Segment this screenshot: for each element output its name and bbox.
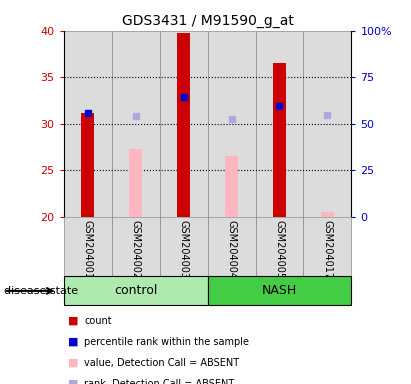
- Bar: [208, 217, 256, 276]
- Bar: [64, 31, 112, 217]
- Text: disease state: disease state: [4, 286, 78, 296]
- Bar: [321, 212, 334, 217]
- Bar: [256, 31, 303, 217]
- Bar: [112, 217, 159, 276]
- Text: GSM204001: GSM204001: [83, 220, 92, 279]
- Bar: [208, 276, 351, 305]
- Bar: [81, 113, 95, 217]
- Bar: [64, 276, 208, 305]
- Text: ■: ■: [68, 358, 79, 368]
- Text: value, Detection Call = ABSENT: value, Detection Call = ABSENT: [84, 358, 239, 368]
- Bar: [256, 217, 303, 276]
- Text: ■: ■: [68, 337, 79, 347]
- Bar: [112, 31, 159, 217]
- Text: rank, Detection Call = ABSENT: rank, Detection Call = ABSENT: [84, 379, 235, 384]
- Bar: [177, 33, 190, 217]
- Text: ■: ■: [68, 379, 79, 384]
- Bar: [159, 217, 208, 276]
- Text: control: control: [114, 285, 157, 297]
- Bar: [64, 217, 112, 276]
- Bar: [159, 31, 208, 217]
- Bar: [273, 63, 286, 217]
- Bar: [303, 31, 351, 217]
- Text: NASH: NASH: [262, 285, 297, 297]
- Title: GDS3431 / M91590_g_at: GDS3431 / M91590_g_at: [122, 14, 293, 28]
- Text: count: count: [84, 316, 112, 326]
- Text: GSM204005: GSM204005: [275, 220, 284, 279]
- Text: percentile rank within the sample: percentile rank within the sample: [84, 337, 249, 347]
- Text: GSM204017: GSM204017: [323, 220, 332, 279]
- Text: GSM204003: GSM204003: [179, 220, 189, 279]
- Bar: [129, 149, 142, 217]
- Bar: [208, 31, 256, 217]
- Bar: [225, 156, 238, 217]
- Text: ■: ■: [68, 316, 79, 326]
- Text: GSM204002: GSM204002: [131, 220, 141, 279]
- Bar: [303, 217, 351, 276]
- Text: GSM204004: GSM204004: [226, 220, 236, 279]
